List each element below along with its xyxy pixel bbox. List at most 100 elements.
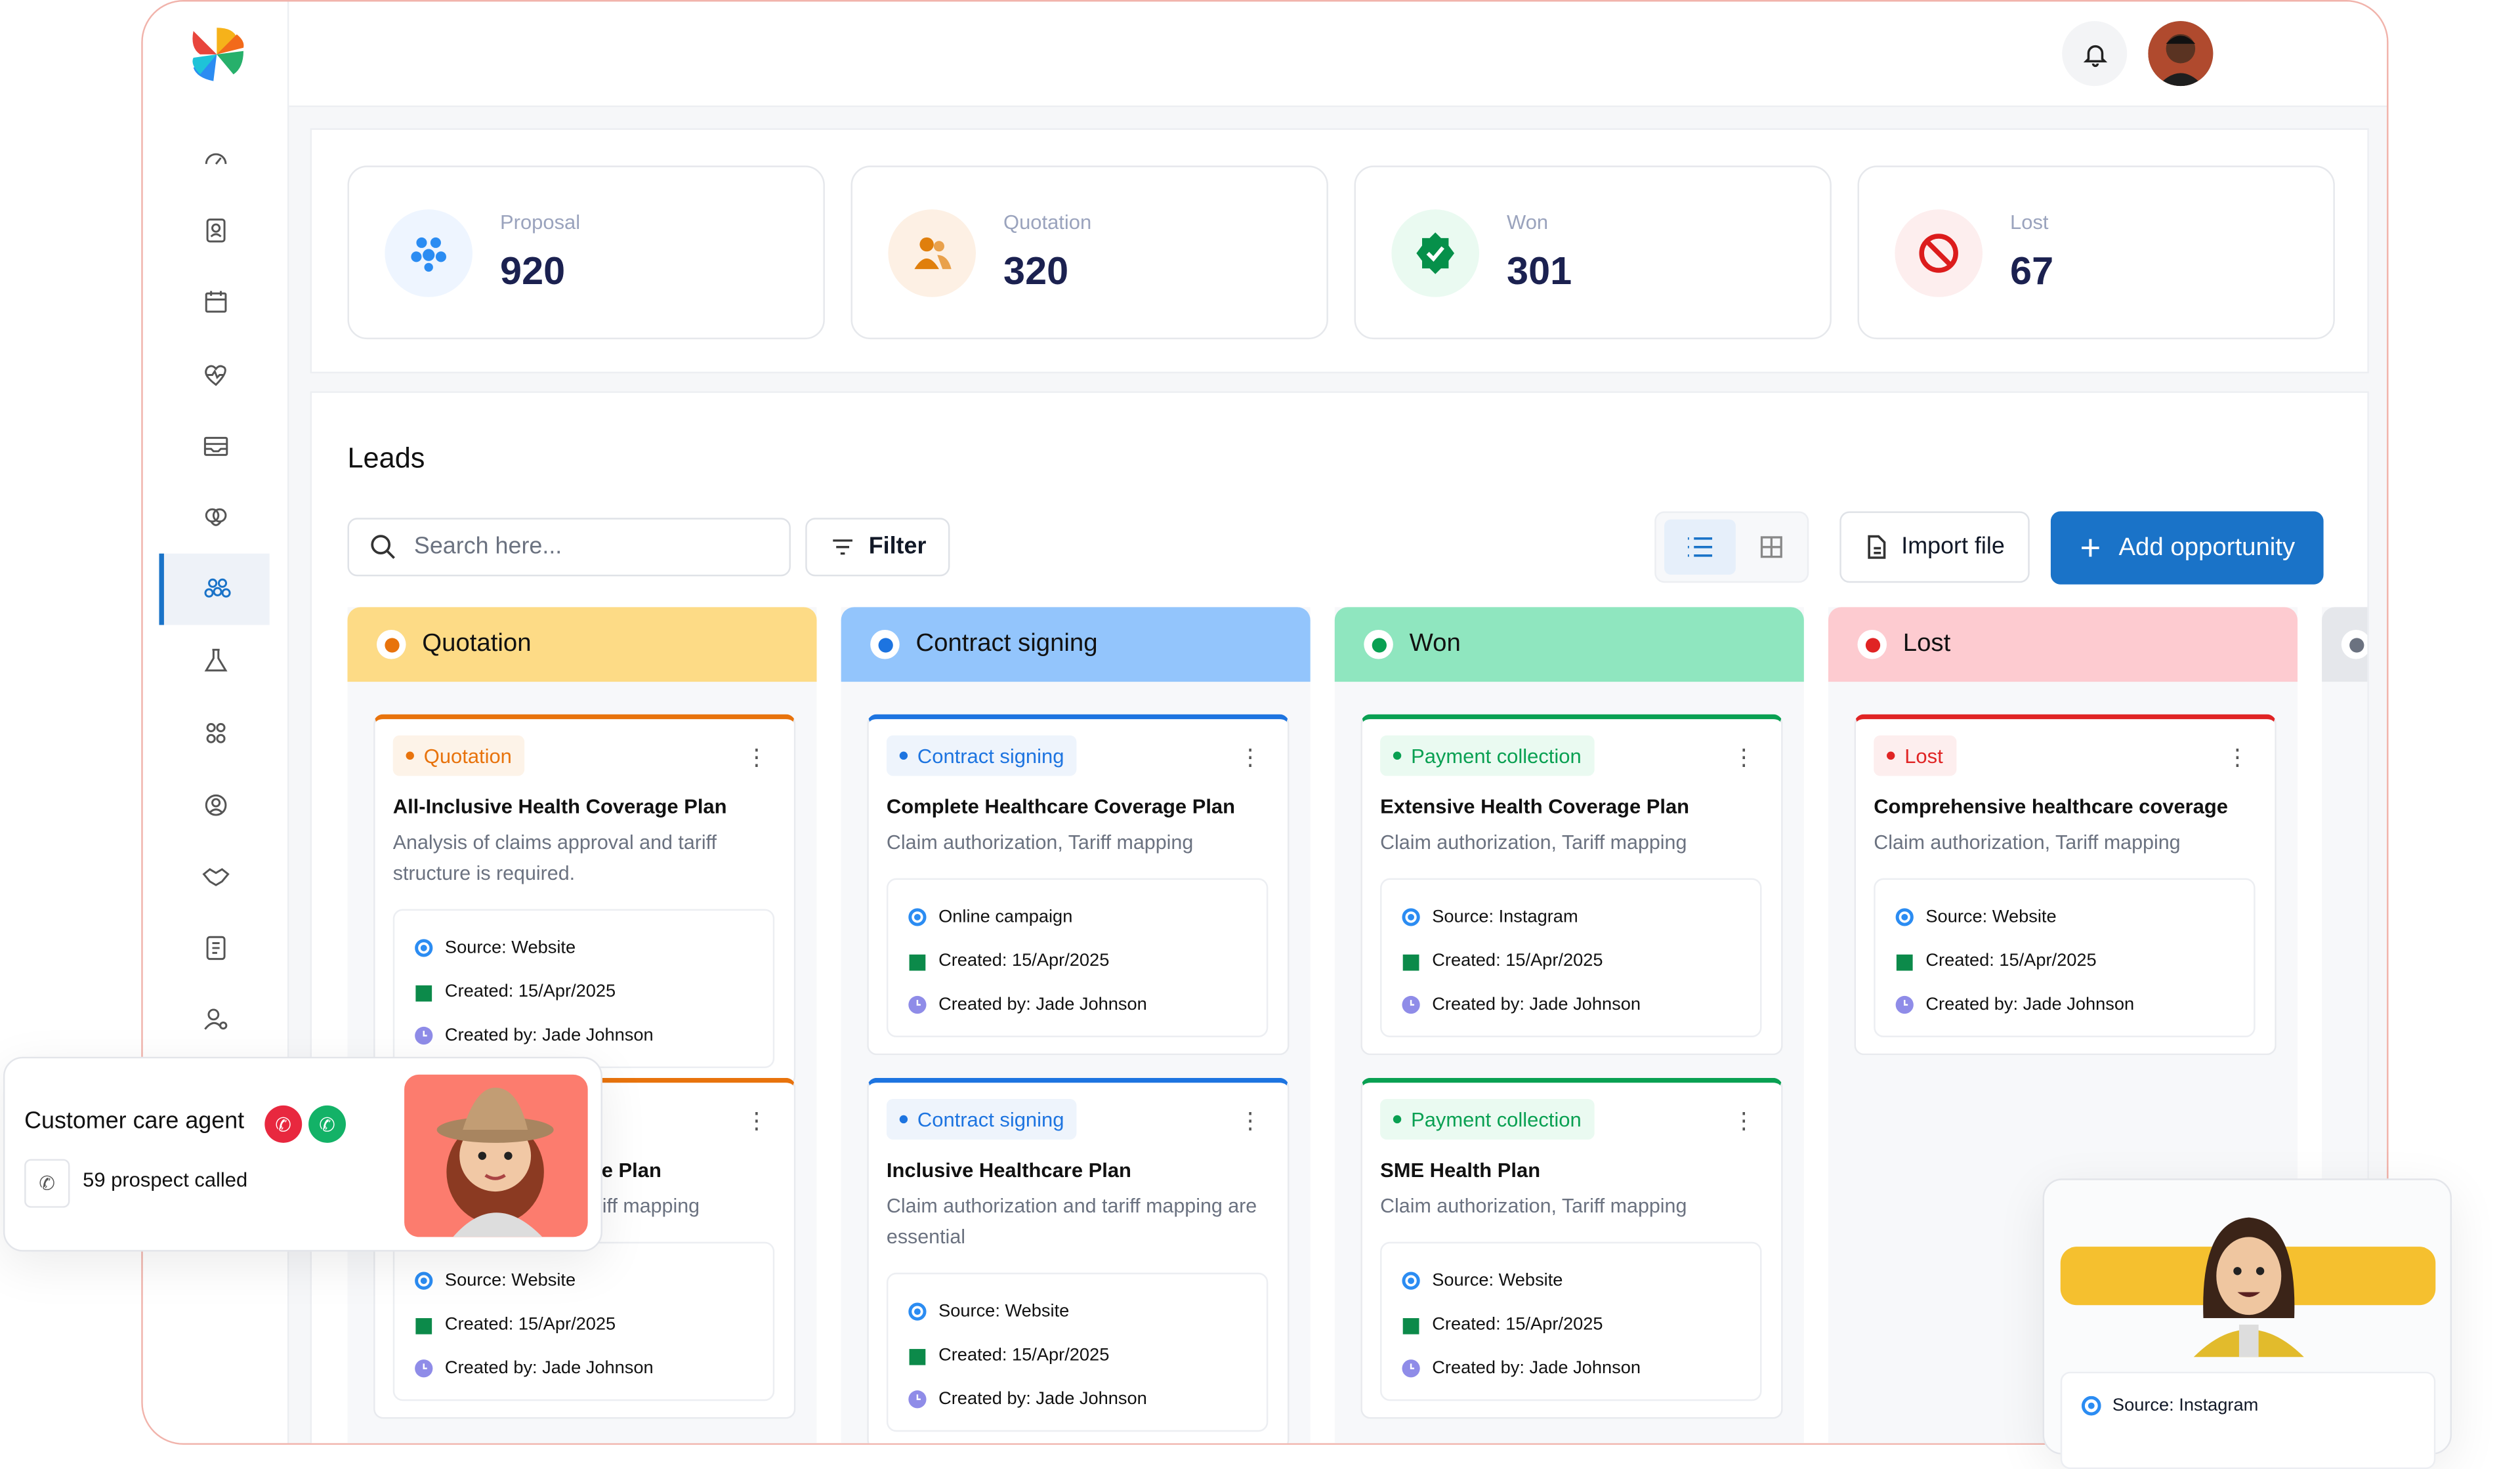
stat-card-quotation[interactable]: Quotation 320 [850, 165, 1328, 340]
lead-created: Created: 15/Apr/2025 [1432, 1314, 1603, 1334]
status-dot-icon [1857, 629, 1887, 659]
lead-card[interactable]: Contract signing ⋮ Complete Healthcare C… [867, 714, 1290, 1056]
leads-icon [203, 579, 230, 598]
lead-created-by: Created by: Jade Johnson [938, 994, 1147, 1014]
filter-button[interactable]: Filter [805, 518, 951, 577]
import-file-button[interactable]: Import file [1839, 511, 2029, 583]
search-placeholder: Search here... [413, 534, 562, 560]
accept-call-icon[interactable]: ✆ [308, 1105, 346, 1143]
sidebar-item-user-settings[interactable] [143, 984, 289, 1056]
stat-card-proposal[interactable]: Proposal 920 [347, 165, 825, 340]
brain-icon [205, 508, 227, 526]
agent-avatar [404, 1074, 588, 1237]
grid-view-icon[interactable] [1739, 520, 1804, 575]
lead-created: Created: 15/Apr/2025 [444, 981, 616, 1001]
lead-card[interactable]: Payment collection ⋮ Extensive Health Co… [1360, 714, 1783, 1056]
search-input[interactable]: Search here... [347, 518, 791, 577]
agent-title: Customer care agent [24, 1108, 245, 1135]
lead-created: Created: 15/Apr/2025 [938, 1344, 1110, 1365]
sidebar-item-deals[interactable] [143, 841, 289, 913]
column-header[interactable]: Contract signing [841, 607, 1311, 682]
kanban-column-quotation: Quotation Quotation ⋮ All-Inclusive Healt… [347, 607, 817, 1443]
sidebar-item-brain[interactable] [143, 482, 289, 554]
more-options-icon[interactable]: ⋮ [1238, 1107, 1262, 1133]
status-dot-icon [870, 629, 900, 659]
sidebar-item-health[interactable] [143, 339, 289, 410]
decline-call-icon[interactable]: ✆ [264, 1105, 303, 1143]
contacts-icon [206, 218, 226, 243]
sidebar-item-notes[interactable] [143, 913, 289, 984]
lead-title: SME Health Plan [1380, 1159, 1541, 1182]
support-icon [205, 794, 227, 816]
lead-description: Analysis of claims approval and tariff s… [392, 831, 717, 885]
source-icon [1402, 1271, 1420, 1289]
stat-label: Lost [2010, 211, 2049, 234]
stat-card-won[interactable]: Won 301 [1354, 165, 1832, 340]
column-header[interactable]: Quotation [347, 607, 817, 682]
source-icon [415, 1271, 433, 1289]
more-options-icon[interactable]: ⋮ [745, 1107, 768, 1133]
lead-info: Source: Website Created: 15/Apr/2025 Cre… [392, 1241, 775, 1401]
lead-card[interactable]: Quotation ⋮ All-Inclusive Health Coverag… [373, 714, 796, 1086]
users-icon [888, 209, 976, 297]
sidebar-item-support[interactable] [143, 769, 289, 840]
stat-value: 301 [1507, 250, 1572, 294]
lead-description: Claim authorization, Tariff mapping [886, 831, 1194, 854]
lead-card[interactable]: Contract signing ⋮ Inclusive Healthcare … [867, 1077, 1290, 1443]
more-options-icon[interactable]: ⋮ [1238, 743, 1262, 770]
bell-icon[interactable] [2062, 21, 2128, 87]
lead-description: Claim authorization, Tariff mapping [1380, 831, 1687, 854]
lead-info: Source: Instagram Created: 15/Apr/2025 C… [1380, 878, 1762, 1038]
badge-check-icon [1391, 209, 1479, 297]
source-icon [908, 1302, 927, 1320]
stage-tag-label: Contract signing [917, 1107, 1064, 1131]
lead-source: Source: Website [444, 937, 576, 957]
stage-tag: Payment collection [1380, 1099, 1595, 1140]
sidebar-item-leads[interactable] [159, 554, 270, 626]
sidebar-item-groups[interactable] [143, 697, 289, 769]
lead-title: Complete Healthcare Coverage Plan [886, 795, 1236, 818]
lead-source: Source: Instagram [1432, 906, 1578, 926]
list-view-icon[interactable] [1664, 519, 1736, 575]
column-header[interactable]: Won [1334, 607, 1804, 682]
column-header[interactable]: Lost [1828, 607, 2298, 682]
stat-card-lost[interactable]: Lost 67 [1857, 165, 2335, 340]
lead-card[interactable]: Payment collection ⋮ SME Health Plan Cla… [1360, 1077, 1783, 1419]
lead-info: Source: Website Created: 15/Apr/2025 Cre… [1874, 878, 2256, 1038]
lead-created: Created: 15/Apr/2025 [1925, 950, 2097, 970]
stage-tag-label: Quotation [423, 744, 512, 768]
sidebar-item-inbox[interactable] [143, 410, 289, 482]
lead-created-by: Created by: Jade Johnson [444, 1357, 654, 1378]
lead-card[interactable]: Lost ⋮ Comprehensive healthcare coverage… [1854, 714, 2277, 1056]
incoming-call-icon: ✆ [24, 1159, 70, 1208]
source-icon [1402, 907, 1420, 926]
clock-icon [1895, 995, 1914, 1013]
lead-title: All-Inclusive Health Coverage Plan [392, 795, 727, 818]
column-title: Contract signing [915, 629, 1098, 658]
lead-title: Inclusive Healthcare Plan [886, 1159, 1131, 1182]
more-options-icon[interactable]: ⋮ [745, 743, 768, 770]
calendar-icon [909, 1348, 926, 1365]
top-header [289, 1, 2387, 108]
clock-icon [908, 995, 927, 1013]
status-dot-icon [377, 629, 406, 659]
user-avatar[interactable] [2148, 21, 2214, 87]
calendar-icon [1402, 1317, 1419, 1334]
sidebar-item-lab[interactable] [143, 626, 289, 697]
notes-icon [206, 936, 226, 961]
plus-icon: + [2080, 526, 2101, 568]
more-options-icon[interactable]: ⋮ [1732, 743, 1755, 770]
sidebar-item-dashboard[interactable] [143, 123, 289, 195]
more-options-icon[interactable]: ⋮ [2226, 743, 2249, 770]
lead-title: Comprehensive healthcare coverage [1874, 795, 2228, 818]
stage-tag: Payment collection [1380, 735, 1595, 776]
stage-tag: Lost [1874, 735, 1956, 776]
sidebar-item-calendar[interactable] [143, 267, 289, 339]
add-opportunity-button[interactable]: + Add opportunity [2050, 511, 2324, 585]
brand-logo[interactable] [187, 24, 247, 85]
sidebar-item-contacts[interactable] [143, 195, 289, 266]
calendar-icon [415, 1317, 432, 1334]
deals-icon [202, 868, 230, 886]
more-options-icon[interactable]: ⋮ [1732, 1107, 1755, 1133]
stat-label: Quotation [1003, 211, 1092, 234]
